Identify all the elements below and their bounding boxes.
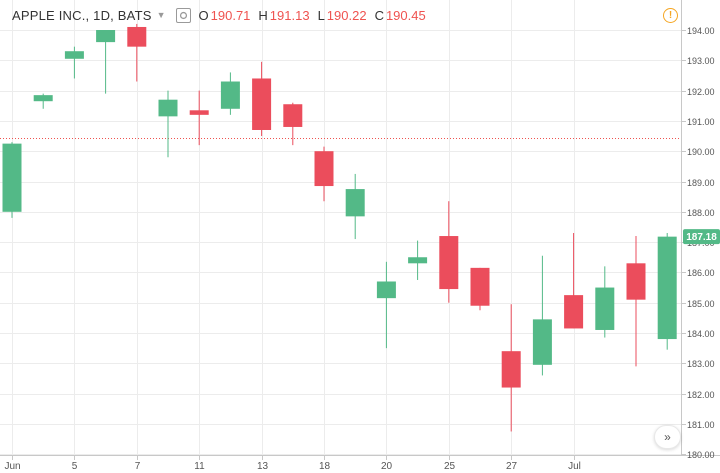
candle[interactable] — [283, 102, 303, 146]
last-price-badge-label: 187.18 — [686, 232, 717, 243]
chart-legend: APPLE INC., 1D, BATS ▼ O 190.71 H 191.13… — [0, 0, 426, 30]
scroll-to-realtime-button[interactable]: » — [654, 425, 681, 449]
candle-body — [408, 257, 428, 264]
candle-body — [314, 151, 334, 187]
candle[interactable] — [64, 46, 84, 79]
price-tick-label: 180.00 — [687, 450, 715, 460]
price-tick-label: 185.00 — [687, 299, 715, 309]
price-tick-label: 194.00 — [687, 26, 715, 36]
candle-body — [2, 143, 22, 212]
candle-body — [564, 295, 584, 329]
time-tick-label: 13 — [257, 461, 269, 472]
price-tick-label: 189.00 — [687, 178, 715, 188]
candle[interactable] — [408, 240, 428, 280]
candle-body — [439, 236, 459, 290]
candle-body — [501, 351, 521, 388]
candle[interactable] — [96, 30, 116, 94]
price-tick-label: 188.00 — [687, 208, 715, 218]
time-tick-label: 18 — [319, 461, 331, 472]
time-tick-label: 27 — [506, 461, 518, 472]
candle[interactable] — [33, 93, 53, 109]
candle-body — [252, 78, 272, 130]
low-value: 190.22 — [326, 7, 367, 23]
last-price-badge: 187.18 — [683, 229, 720, 245]
symbol-title[interactable]: APPLE INC., 1D, BATS — [12, 7, 152, 23]
candle[interactable] — [595, 266, 615, 338]
price-tick-label: 183.00 — [687, 359, 715, 369]
candle-body — [470, 267, 490, 306]
candle-body — [595, 287, 615, 330]
open-value: 190.71 — [210, 7, 251, 23]
time-tick-label: 20 — [381, 461, 393, 472]
close-label: C — [374, 7, 384, 23]
price-tick-label: 182.00 — [687, 390, 715, 400]
time-tick-label: 5 — [72, 461, 78, 472]
last-price-badge-bg — [683, 229, 720, 245]
candle-body — [345, 189, 365, 217]
candle[interactable] — [470, 267, 490, 311]
time-tick-label: Jun — [4, 461, 20, 472]
candle-body — [127, 26, 147, 47]
eye-icon[interactable] — [175, 7, 191, 23]
high-label: H — [258, 7, 268, 23]
price-tick-label: 181.00 — [687, 420, 715, 430]
candle-body — [158, 99, 178, 117]
time-tick-label: 7 — [135, 461, 141, 472]
chevron-down-icon[interactable]: ▼ — [156, 10, 166, 20]
price-tick-label: 190.00 — [687, 147, 715, 157]
candle[interactable] — [626, 236, 646, 367]
candle[interactable] — [314, 146, 334, 202]
price-axis[interactable]: 194.00 193.00 192.00 191.00 190.00 189.00 188.… — [681, 26, 715, 460]
candle[interactable] — [564, 233, 584, 329]
candle[interactable] — [220, 72, 240, 115]
candle-body — [376, 281, 396, 299]
low-label: L — [317, 7, 325, 23]
candle-body — [626, 263, 646, 300]
price-tick-label: 184.00 — [687, 329, 715, 339]
grid-lines — [0, 0, 681, 455]
candles[interactable] — [2, 23, 677, 432]
price-tick-label: 193.00 — [687, 56, 715, 66]
candle-body — [532, 319, 552, 365]
candle[interactable] — [439, 201, 459, 303]
high-value: 191.13 — [269, 7, 310, 23]
candle[interactable] — [127, 23, 147, 82]
candle[interactable] — [345, 173, 365, 240]
candle-body — [96, 30, 116, 43]
time-tick-label: 11 — [194, 461, 205, 472]
candle[interactable] — [532, 255, 552, 376]
open-label: O — [198, 7, 209, 23]
candle-body — [220, 81, 240, 109]
time-tick-label: Jul — [568, 461, 581, 472]
warning-icon[interactable]: ! — [663, 8, 678, 23]
time-tick-label: 25 — [444, 461, 456, 472]
close-value: 190.45 — [385, 7, 426, 23]
candle[interactable] — [501, 304, 521, 432]
candle[interactable] — [2, 142, 22, 218]
candle[interactable] — [158, 90, 178, 158]
time-axis[interactable]: Jun 5 7 11 13 18 20 25 27 Jul — [4, 455, 581, 472]
candle[interactable] — [376, 261, 396, 349]
price-tick-label: 192.00 — [687, 87, 715, 97]
candle-body — [657, 236, 677, 340]
candle-body — [283, 104, 303, 127]
candle-body — [64, 51, 84, 59]
candle-body — [189, 110, 209, 115]
candle[interactable] — [189, 90, 209, 146]
price-tick-label: 186.00 — [687, 268, 715, 278]
candle[interactable] — [252, 61, 272, 137]
candle-body — [33, 95, 53, 102]
price-tick-label: 191.00 — [687, 117, 715, 127]
candle[interactable] — [657, 233, 677, 350]
